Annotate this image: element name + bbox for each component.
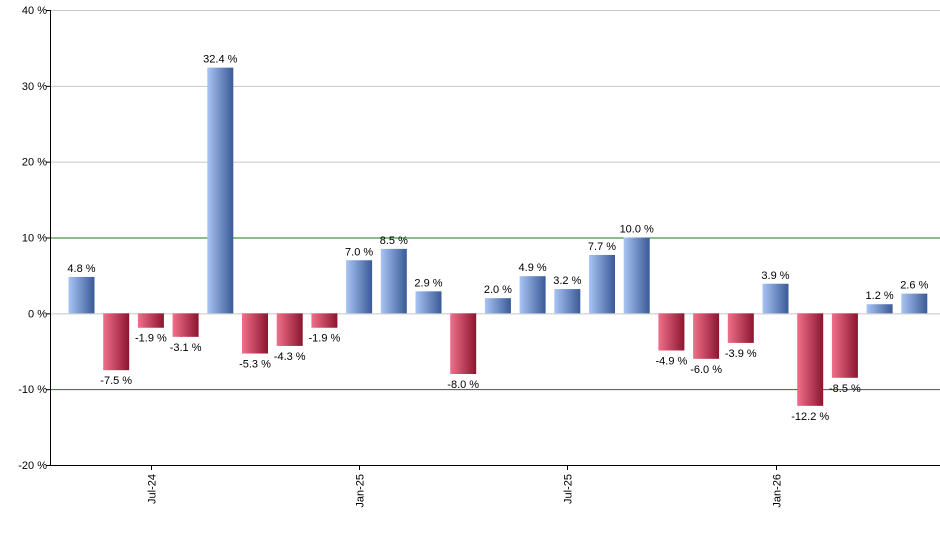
- data-label: 3.2 %: [553, 275, 581, 287]
- data-label: 4.9 %: [519, 262, 547, 274]
- data-label: -1.9 %: [309, 333, 341, 345]
- data-label: -1.9 %: [135, 333, 167, 345]
- bar: [207, 67, 234, 314]
- data-label: 1.2 %: [866, 290, 894, 302]
- bar: [311, 313, 338, 328]
- y-tick-label: -10 %: [18, 384, 47, 396]
- bar: [172, 313, 199, 337]
- data-label: -6.0 %: [690, 364, 722, 376]
- y-tick-label: 30 %: [22, 81, 47, 93]
- data-label: 2.0 %: [484, 284, 512, 296]
- bar: [762, 283, 789, 314]
- y-tick-label: 10 %: [22, 233, 47, 245]
- bar: [831, 313, 858, 378]
- bar: [901, 293, 928, 314]
- bar: [137, 313, 164, 328]
- bar: [519, 276, 546, 314]
- labels-layer: -20 % -10 % 0 % 10 % 20 % 30 % 40 % 4.8 % -7.5 %…: [18, 5, 928, 508]
- data-label: 32.4 %: [203, 54, 237, 66]
- bar: [589, 254, 615, 314]
- data-label: -4.3 %: [274, 351, 306, 363]
- bar: [276, 313, 303, 346]
- bar: [103, 313, 130, 371]
- bar: [484, 298, 511, 314]
- bar: [727, 313, 754, 343]
- data-label: 4.8 %: [67, 263, 95, 275]
- data-label: -5.3 %: [239, 359, 271, 371]
- bar: [450, 313, 477, 374]
- x-tick-label: Jan-26: [772, 474, 784, 508]
- data-label: -3.9 %: [725, 348, 757, 360]
- data-label: -7.5 %: [100, 375, 132, 387]
- data-label: 2.9 %: [414, 277, 442, 289]
- y-tick-label: 0 %: [28, 308, 47, 320]
- bar: [346, 260, 373, 314]
- data-label: -8.0 %: [447, 379, 479, 391]
- bars-layer: [68, 67, 928, 406]
- data-label: 7.0 %: [345, 246, 373, 258]
- data-label: -8.5 %: [829, 383, 861, 395]
- bar: [693, 313, 720, 359]
- y-tick-label: 40 %: [22, 5, 47, 17]
- bar: [554, 289, 581, 314]
- y-tick-label: 20 %: [22, 157, 47, 169]
- x-tick-label: Jul-25: [563, 474, 575, 504]
- bar: [658, 313, 685, 351]
- bar: [866, 304, 893, 314]
- bar: [797, 313, 824, 406]
- data-label: 7.7 %: [588, 241, 616, 253]
- bar: [623, 237, 650, 314]
- axis-layer: [46, 10, 940, 470]
- data-label: -4.9 %: [656, 355, 688, 367]
- data-label: -3.1 %: [170, 342, 202, 354]
- data-label: -12.2 %: [791, 411, 829, 423]
- data-label: 10.0 %: [620, 224, 654, 236]
- data-label: 2.6 %: [900, 280, 928, 292]
- data-label: 3.9 %: [761, 270, 789, 282]
- bar: [380, 248, 407, 314]
- x-tick-label: Jul-24: [147, 474, 159, 504]
- bar: [415, 291, 442, 314]
- x-tick-label: Jan-25: [355, 474, 367, 508]
- y-tick-label: -20 %: [18, 460, 47, 472]
- data-label: 8.5 %: [380, 235, 408, 247]
- bar: [242, 313, 268, 354]
- bar: [68, 276, 95, 314]
